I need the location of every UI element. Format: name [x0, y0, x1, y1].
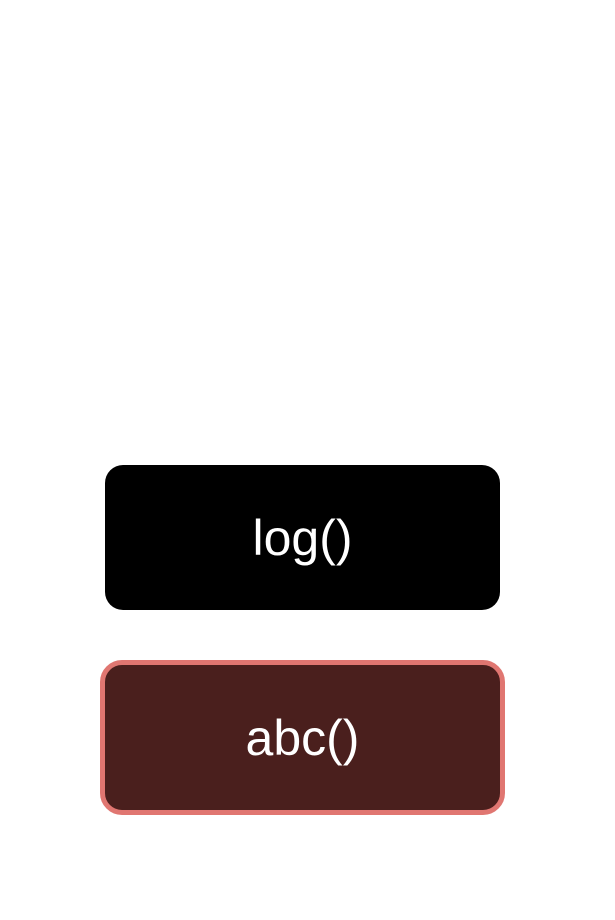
abc-button[interactable]: abc(): [100, 660, 505, 815]
log-button[interactable]: log(): [105, 465, 500, 610]
abc-button-label: abc(): [245, 709, 360, 766]
log-button-label: log(): [252, 509, 353, 566]
